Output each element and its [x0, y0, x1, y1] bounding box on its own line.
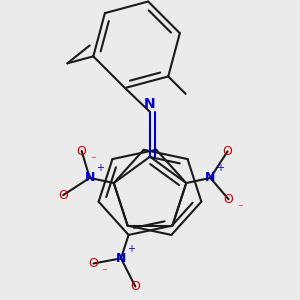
Text: O: O [58, 189, 68, 202]
Text: N: N [116, 252, 126, 265]
Text: N: N [85, 171, 95, 184]
Text: +: + [127, 244, 135, 254]
Text: O: O [88, 257, 98, 270]
Text: ⁻: ⁻ [237, 203, 243, 213]
Text: O: O [130, 280, 140, 293]
Text: +: + [216, 163, 224, 173]
Text: +: + [95, 163, 104, 173]
Text: O: O [77, 145, 87, 158]
Text: N: N [144, 97, 156, 111]
Text: O: O [224, 193, 233, 206]
Text: N: N [205, 171, 215, 184]
Text: O: O [223, 145, 232, 158]
Text: ⁻: ⁻ [90, 155, 96, 165]
Text: ⁻: ⁻ [102, 268, 107, 278]
